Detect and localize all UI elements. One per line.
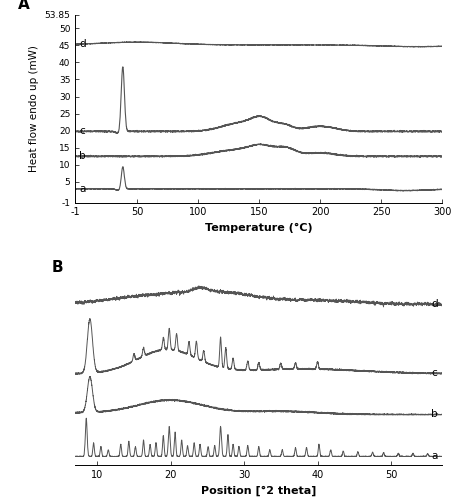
Text: b: b	[430, 409, 437, 419]
Text: b: b	[79, 150, 86, 160]
Text: B: B	[51, 260, 63, 275]
Text: c: c	[79, 126, 85, 136]
Text: c: c	[430, 368, 436, 378]
Text: d: d	[79, 39, 86, 49]
Y-axis label: Heat flow endo up (mW): Heat flow endo up (mW)	[29, 46, 39, 172]
Text: a: a	[79, 184, 85, 194]
Text: A: A	[18, 0, 30, 12]
X-axis label: Temperature (°C): Temperature (°C)	[204, 223, 312, 233]
X-axis label: Position [°2 theta]: Position [°2 theta]	[201, 486, 316, 496]
Text: d: d	[430, 299, 437, 309]
Text: a: a	[430, 450, 437, 460]
